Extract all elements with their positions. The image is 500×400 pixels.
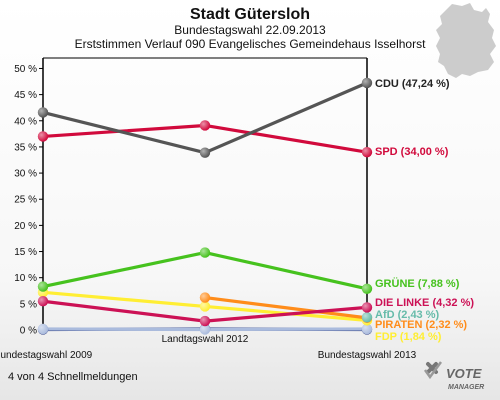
series-end-label: AfD (2,43 %) bbox=[375, 309, 440, 321]
series-points bbox=[37, 77, 373, 335]
x-tick-label: Bundestagswahl 2013 bbox=[318, 350, 417, 361]
data-point-highlight bbox=[361, 283, 373, 294]
y-ticks: 0 % 5 % 10 % 15 % 20 % 25 % 30 % 35 % 40 % 45 % 50… bbox=[14, 64, 43, 337]
chart-subtitle-date: Bundestagswahl 22.09.2013 bbox=[174, 23, 326, 37]
checkmark-x-icon bbox=[423, 361, 443, 380]
data-point-highlight bbox=[199, 292, 211, 303]
logo-text-manager: MANAGER bbox=[448, 384, 484, 391]
series-end-label: FDP (1,84 %) bbox=[375, 331, 442, 343]
data-point-highlight bbox=[37, 281, 49, 292]
series-end-label: CDU (47,24 %) bbox=[375, 78, 450, 90]
data-point-highlight bbox=[199, 324, 211, 335]
data-point-highlight bbox=[37, 107, 49, 118]
y-tick-label: 35 % bbox=[14, 142, 37, 153]
y-tick-label: 40 % bbox=[14, 116, 37, 127]
series-line-piraten bbox=[204, 295, 368, 320]
chart-subtitle-district: Erststimmen Verlauf 090 Evangelisches Ge… bbox=[75, 37, 427, 51]
vote-manager-logo: VOTE MANAGER bbox=[423, 361, 484, 391]
series-end-label: GRÜNE (7,88 %) bbox=[375, 277, 460, 290]
y-tick-label: 15 % bbox=[14, 247, 37, 258]
data-point-highlight bbox=[361, 323, 373, 335]
series-line-gr-ne bbox=[42, 250, 368, 291]
y-tick-label: 0 % bbox=[20, 326, 37, 337]
y-tick-label: 50 % bbox=[14, 64, 37, 75]
series-end-label: DIE LINKE (4,32 %) bbox=[375, 297, 474, 309]
y-tick-label: 30 % bbox=[14, 169, 37, 180]
series-end-label: SPD (34,00 %) bbox=[375, 146, 449, 158]
data-point-highlight bbox=[199, 247, 211, 258]
chart-title: Stadt Gütersloh bbox=[190, 6, 310, 23]
y-tick-label: 20 % bbox=[14, 221, 37, 232]
y-tick-label: 5 % bbox=[20, 299, 37, 310]
data-point-highlight bbox=[361, 302, 373, 313]
series-end-label: PIRATEN (2,32 %) bbox=[375, 319, 467, 331]
data-point-highlight bbox=[361, 312, 373, 323]
germany-map-icon bbox=[436, 3, 496, 78]
data-point-highlight bbox=[199, 147, 211, 158]
y-tick-label: 25 % bbox=[14, 195, 37, 206]
data-point-highlight bbox=[37, 323, 49, 335]
data-point-highlight bbox=[361, 77, 373, 89]
data-point-highlight bbox=[199, 315, 211, 327]
y-tick-label: 45 % bbox=[14, 90, 37, 101]
data-point-highlight bbox=[37, 296, 49, 307]
series-line-cdu bbox=[42, 81, 368, 155]
footnote-text: 4 von 4 Schnellmeldungen bbox=[8, 371, 138, 383]
data-point-highlight bbox=[37, 131, 49, 142]
x-ticks: Bundestagswahl 2009 Landtagswahl 2012 Bund… bbox=[0, 330, 417, 361]
x-tick-label: Landtagswahl 2012 bbox=[162, 334, 249, 345]
data-point-highlight bbox=[199, 301, 211, 312]
data-point-highlight bbox=[361, 146, 373, 158]
logo-text-vote: VOTE bbox=[446, 366, 482, 381]
y-tick-label: 10 % bbox=[14, 273, 37, 284]
data-point-highlight bbox=[199, 120, 211, 131]
series-end-labels: FDP (1,84 %)PIRATEN (2,32 %)AfD (2,43 %)… bbox=[375, 78, 474, 343]
x-tick-label: Bundestagswahl 2009 bbox=[0, 350, 93, 361]
